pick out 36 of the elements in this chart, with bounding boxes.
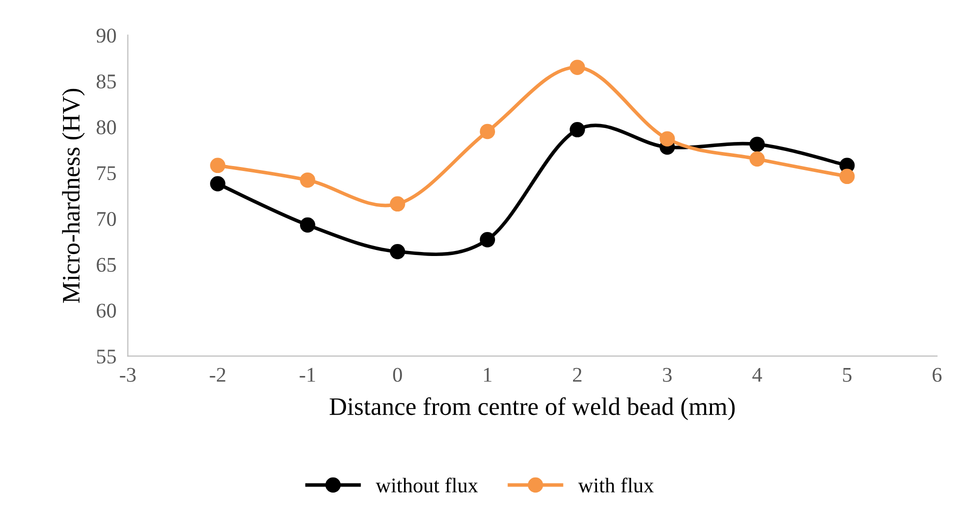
point bbox=[390, 196, 406, 212]
point bbox=[210, 158, 226, 174]
point bbox=[570, 60, 585, 75]
x-tick-label: 6 bbox=[932, 368, 942, 382]
y-tick-label: 75 bbox=[97, 166, 116, 180]
x-tick-label: 0 bbox=[393, 368, 402, 382]
point bbox=[300, 217, 316, 233]
x-tick-label: 1 bbox=[484, 368, 492, 382]
point bbox=[480, 232, 496, 248]
point bbox=[750, 136, 765, 152]
x-tick-label: -3 bbox=[120, 368, 136, 382]
x-tick-label: 3 bbox=[663, 368, 672, 382]
y-tick-label: 80 bbox=[96, 120, 116, 134]
x-axis-title: Distance from centre of weld bead (mm) bbox=[330, 397, 735, 420]
y-tick-label: 55 bbox=[97, 350, 116, 364]
y-tick-label: 85 bbox=[96, 74, 116, 89]
legend-label: with flux bbox=[578, 478, 654, 492]
point bbox=[480, 124, 496, 140]
x-tick-label: 4 bbox=[752, 368, 762, 382]
y-tick-label: 60 bbox=[96, 304, 116, 318]
point bbox=[300, 172, 316, 188]
point bbox=[570, 122, 585, 138]
x-tick-label: 2 bbox=[573, 368, 582, 382]
point bbox=[210, 176, 226, 192]
legend-label: without flux bbox=[376, 478, 478, 492]
y-axis-title: Micro-hardness (HV) bbox=[62, 88, 85, 303]
x-tick-label: 5 bbox=[843, 368, 852, 382]
x-tick-label: -2 bbox=[210, 368, 226, 382]
point bbox=[750, 151, 765, 167]
point bbox=[390, 244, 406, 260]
x-tick-label: -1 bbox=[300, 368, 316, 382]
y-tick-label: 90 bbox=[96, 28, 116, 43]
y-tick-label: 70 bbox=[97, 212, 116, 226]
point bbox=[839, 168, 855, 184]
point bbox=[660, 131, 675, 146]
y-tick-label: 65 bbox=[96, 258, 116, 272]
